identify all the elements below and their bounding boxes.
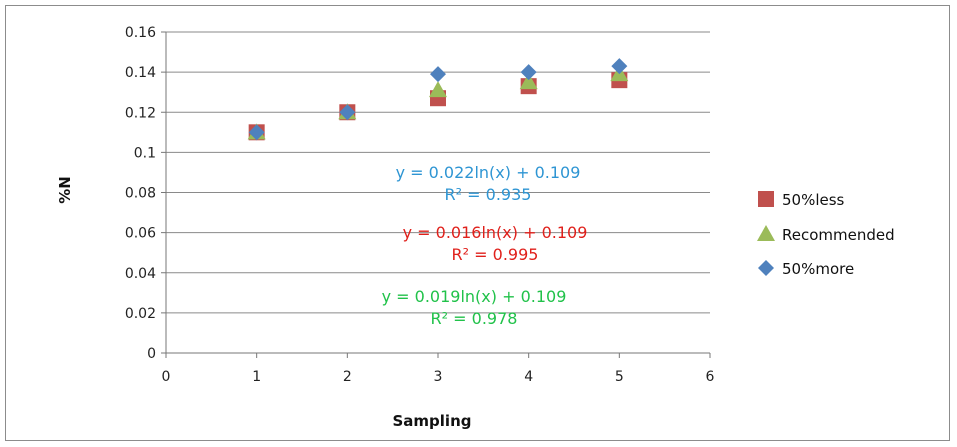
- y-tick-label: 0.14: [125, 65, 156, 81]
- trendline-equation-50-more: y = 0.022ln(x) + 0.109: [396, 163, 581, 182]
- point-recommended: [429, 81, 447, 98]
- data-points: [247, 58, 629, 141]
- point-50-more: [248, 124, 265, 141]
- point-50-more: [430, 66, 446, 83]
- x-axis-title: Sampling: [393, 412, 472, 430]
- legend-label: 50%less: [782, 191, 845, 209]
- x-tick-label: 3: [434, 369, 443, 385]
- trendline-equation-recommended: y = 0.019ln(x) + 0.109: [382, 287, 567, 306]
- point-50-more: [611, 58, 628, 75]
- point-50-more: [520, 64, 537, 81]
- point-recommended: [519, 73, 538, 90]
- x-tick-label: 6: [706, 369, 715, 385]
- r-squared-50-less: R² = 0.995: [452, 245, 539, 264]
- y-tick-label: 0.04: [125, 266, 156, 282]
- y-tick-label: 0: [147, 346, 156, 362]
- trendline-equation-50-less: y = 0.016ln(x) + 0.109: [403, 223, 588, 242]
- y-tick-label: 0.06: [125, 226, 156, 242]
- y-axis-title: %N: [56, 176, 74, 204]
- x-tick-label: 1: [252, 369, 261, 385]
- chart-frame: [5, 5, 950, 441]
- trendline-annotations: y = 0.016ln(x) + 0.109 R² = 0.995 y = 0.01…: [382, 163, 588, 328]
- x-tick-label: 0: [162, 369, 171, 385]
- r-squared-recommended: R² = 0.978: [431, 309, 518, 328]
- y-tick-label: 0.1: [134, 145, 156, 161]
- legend-label: 50%more: [782, 260, 854, 278]
- y-tick-label: 0.02: [125, 306, 156, 322]
- x-tick-label: 5: [615, 369, 624, 385]
- point-50-more: [339, 104, 356, 121]
- y-tick-label: 0.12: [125, 105, 156, 121]
- axes: 0 0.02 0.04 0.06 0.08 0.1 0.12 0.14 0.16 0 1 2 3 4 5 6: [125, 25, 715, 385]
- legend-marker: [758, 191, 774, 207]
- x-tick-label: 2: [343, 369, 352, 385]
- legend-label: Recommended: [782, 226, 895, 244]
- y-tick-label: 0.16: [125, 25, 156, 41]
- legend-marker: [757, 225, 775, 241]
- legend: 50%less Recommended 50%more: [757, 191, 895, 278]
- x-tick-label: 4: [524, 369, 533, 385]
- y-tick-label: 0.08: [125, 186, 156, 202]
- legend-marker: [758, 260, 774, 276]
- r-squared-50-more: R² = 0.935: [445, 185, 532, 204]
